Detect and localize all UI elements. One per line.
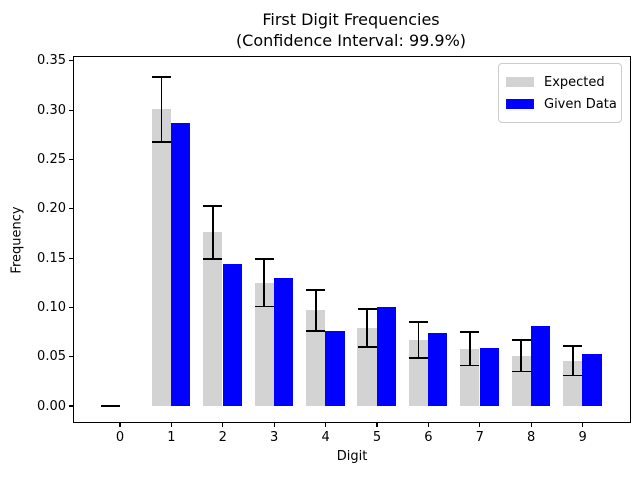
given-data-bar-digit-6 bbox=[428, 333, 448, 406]
legend-label-given-data: Given Data bbox=[544, 96, 617, 112]
x-tick-label: 0 bbox=[115, 430, 125, 445]
legend-row-expected: Expected bbox=[506, 71, 613, 93]
expected-bar-digit-1 bbox=[151, 109, 172, 406]
expected-bar-digit-9 bbox=[563, 360, 583, 406]
chart-title-line2: (Confidence Interval: 99.9%) bbox=[235, 31, 467, 50]
error-bar-cap-digit-4 bbox=[306, 330, 326, 332]
x-tick-label: 5 bbox=[372, 430, 382, 445]
x-tick-mark bbox=[119, 422, 121, 427]
x-tick-mark bbox=[325, 422, 327, 427]
y-tick-label: 0.35 bbox=[37, 53, 66, 69]
y-tick-mark bbox=[69, 109, 74, 111]
given-data-bar-digit-2 bbox=[222, 264, 242, 406]
error-bar-digit-8 bbox=[520, 339, 523, 372]
y-tick-label: 0.05 bbox=[37, 349, 66, 365]
y-tick-mark bbox=[69, 158, 74, 161]
error-bar-cap-digit-4 bbox=[306, 288, 326, 291]
error-bar-digit-7 bbox=[469, 332, 471, 366]
given-data-bar-digit-8 bbox=[530, 326, 551, 406]
y-tick-mark bbox=[69, 306, 74, 308]
error-bar-cap-digit-9 bbox=[563, 344, 583, 347]
error-bar-cap-digit-5 bbox=[357, 345, 377, 348]
x-tick-mark bbox=[582, 422, 584, 427]
error-bar-cap-digit-8 bbox=[511, 339, 531, 341]
expected-bar-digit-8 bbox=[511, 355, 531, 406]
x-tick-mark bbox=[222, 422, 224, 427]
y-tick-label: 0.30 bbox=[37, 102, 66, 118]
error-bar-cap-digit-9 bbox=[563, 374, 583, 377]
error-bar-digit-5 bbox=[366, 309, 368, 347]
y-tick-label: 0.00 bbox=[37, 398, 66, 414]
expected-bar-digit-4 bbox=[306, 310, 326, 406]
given-data-bar-digit-1 bbox=[171, 123, 191, 406]
error-bar-cap-digit-3 bbox=[254, 305, 274, 308]
legend-label-expected: Expected bbox=[544, 74, 605, 90]
error-bar-cap-digit-7 bbox=[460, 331, 480, 333]
y-tick-mark bbox=[69, 405, 74, 407]
x-tick-label: 3 bbox=[270, 430, 279, 445]
x-tick-label: 1 bbox=[167, 430, 176, 445]
chart-title: First Digit Frequencies (Confidence Inte… bbox=[73, 9, 629, 51]
x-tick-mark bbox=[530, 422, 532, 427]
given-data-swatch bbox=[506, 99, 534, 109]
legend: Expected Given Data bbox=[498, 63, 622, 123]
x-tick-mark bbox=[479, 422, 481, 427]
given-data-bar-digit-5 bbox=[376, 307, 396, 406]
given-data-bar-digit-4 bbox=[325, 331, 345, 406]
error-bar-cap-digit-1 bbox=[152, 140, 171, 143]
error-bar-digit-6 bbox=[417, 322, 420, 358]
error-bar-cap-digit-5 bbox=[357, 308, 377, 311]
error-bar-cap-digit-2 bbox=[203, 204, 223, 207]
error-bar-cap-digit-7 bbox=[460, 364, 480, 367]
x-tick-mark bbox=[273, 422, 275, 427]
x-tick-label: 2 bbox=[218, 430, 227, 445]
x-tick-mark bbox=[427, 422, 429, 427]
x-tick-mark bbox=[376, 422, 378, 427]
error-bar-cap-digit-6 bbox=[409, 321, 428, 324]
error-bar-cap-digit-3 bbox=[254, 258, 274, 260]
error-bar-cap-digit-1 bbox=[152, 75, 171, 78]
error-bar-digit-2 bbox=[212, 205, 214, 260]
error-bar-cap-digit-8 bbox=[511, 370, 531, 373]
error-bar-digit-1 bbox=[160, 76, 163, 142]
x-tick-label: 8 bbox=[527, 430, 536, 445]
error-bar-cap-digit-2 bbox=[203, 258, 223, 260]
error-bar-digit-3 bbox=[263, 259, 266, 307]
given-data-bar-digit-9 bbox=[582, 353, 602, 406]
y-tick-mark bbox=[69, 257, 74, 259]
y-tick-mark bbox=[69, 356, 74, 358]
chart-title-line1: First Digit Frequencies bbox=[262, 10, 440, 29]
x-tick-label: 7 bbox=[475, 430, 484, 445]
expected-bar-digit-6 bbox=[408, 339, 429, 406]
x-axis-label: Digit bbox=[336, 449, 368, 464]
error-bar-digit-9 bbox=[571, 345, 574, 376]
expected-swatch bbox=[506, 77, 534, 87]
error-bar-cap-digit-0 bbox=[100, 405, 120, 407]
x-tick-mark bbox=[170, 422, 172, 427]
plot-area: 0.00 0.05 0.10 0.15 0.20 0.25 0.30 0.35 0 1 2 3 4 5 6… bbox=[10, 54, 631, 464]
y-tick-label: 0.20 bbox=[37, 201, 66, 217]
x-tick-label: 4 bbox=[321, 430, 330, 445]
x-tick-label: 9 bbox=[578, 430, 587, 445]
expected-bar-digit-7 bbox=[460, 348, 480, 406]
y-tick-mark bbox=[69, 208, 74, 210]
given-data-bar-digit-7 bbox=[479, 347, 499, 406]
y-tick-label: 0.25 bbox=[37, 152, 66, 167]
y-axis-label: Frequency bbox=[9, 205, 25, 274]
x-tick-label: 6 bbox=[424, 430, 433, 445]
legend-row-given-data: Given Data bbox=[506, 93, 617, 115]
expected-bar-digit-3 bbox=[254, 282, 274, 406]
error-bar-cap-digit-6 bbox=[409, 356, 428, 359]
error-bar-digit-4 bbox=[314, 289, 317, 332]
y-tick-label: 0.10 bbox=[37, 299, 66, 315]
y-tick-label: 0.15 bbox=[37, 250, 66, 266]
expected-bar-digit-2 bbox=[203, 232, 223, 406]
given-data-bar-digit-3 bbox=[273, 277, 294, 406]
y-tick-mark bbox=[69, 60, 74, 62]
